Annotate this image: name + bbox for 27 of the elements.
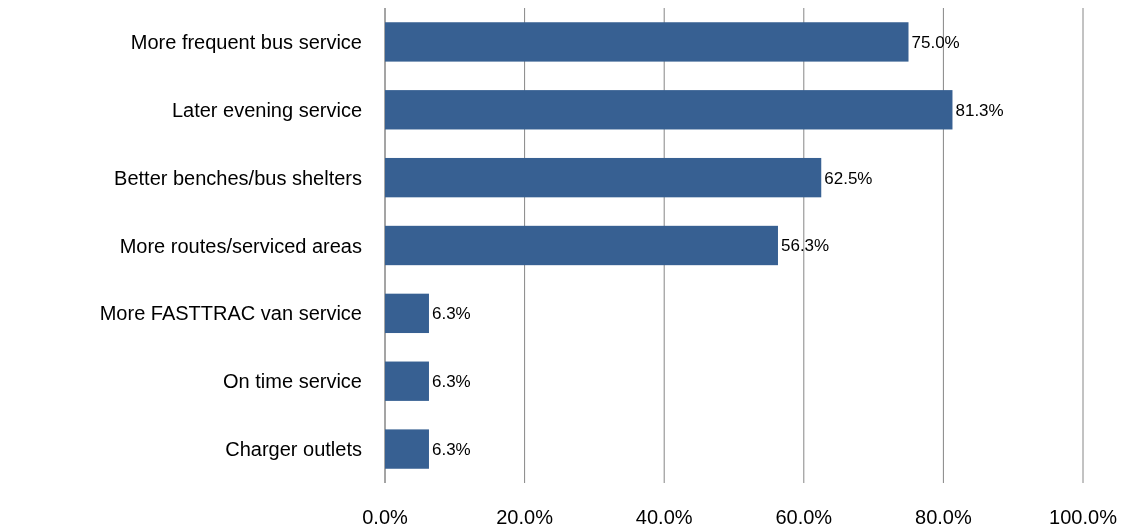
bar — [385, 157, 822, 198]
bar — [385, 429, 429, 469]
bar — [385, 293, 429, 334]
x-tick-label: 80.0% — [915, 506, 972, 528]
data-label: 6.3% — [431, 304, 471, 324]
bar — [385, 225, 778, 266]
data-label: 75.0% — [911, 32, 960, 52]
y-tick-label: More frequent bus service — [130, 30, 362, 53]
x-tick-label: 60.0% — [775, 506, 833, 528]
bar — [385, 361, 429, 401]
y-tick-label: Later evening service — [171, 98, 362, 121]
y-tick-label: On time service — [223, 370, 362, 393]
x-tick-label: 40.0% — [635, 506, 693, 528]
x-tick-label: 100.0% — [1049, 506, 1118, 528]
y-tick-label: More FASTTRAC van service — [99, 302, 362, 325]
y-tick-label: Better benches/bus shelters — [114, 166, 362, 189]
data-label: 6.3% — [431, 372, 471, 392]
x-tick-label: 20.0% — [496, 506, 554, 528]
data-label: 81.3% — [955, 100, 1004, 120]
data-label: 6.3% — [431, 440, 471, 460]
y-tick-label: Charger outlets — [225, 438, 362, 461]
x-tick-label: 0.0% — [362, 506, 409, 528]
data-label: 62.5% — [824, 168, 873, 188]
bar — [385, 90, 953, 130]
y-tick-label: More routes/serviced areas — [119, 234, 362, 257]
data-label: 56.3% — [780, 236, 830, 256]
bar — [385, 22, 909, 62]
